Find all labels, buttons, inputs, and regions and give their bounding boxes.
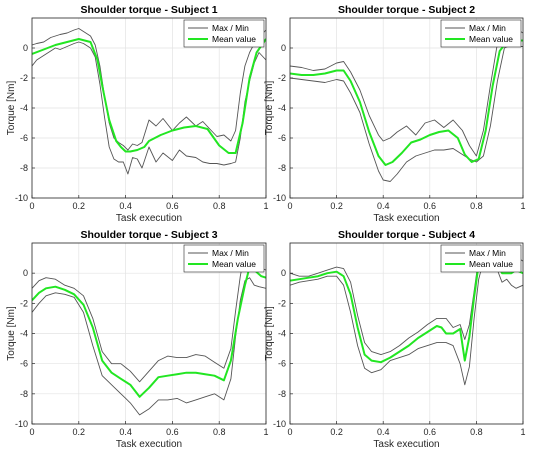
x-tick-label: 0.2 xyxy=(73,201,86,211)
x-tick-label: 0 xyxy=(287,201,292,211)
y-tick-label: -2 xyxy=(20,298,28,308)
mean-line xyxy=(32,38,266,154)
x-tick-label: 0.2 xyxy=(330,201,343,211)
legend-label: Max / Min xyxy=(469,248,506,258)
mean-line xyxy=(290,39,523,166)
x-tick-label: 0.4 xyxy=(377,427,390,437)
chart-title: Shoulder torque - Subject 1 xyxy=(80,4,217,16)
legend-label: Mean value xyxy=(469,259,513,269)
x-tick-label: 0.6 xyxy=(166,427,179,437)
x-axis-label: Task execution xyxy=(116,439,182,450)
x-tick-label: 1 xyxy=(263,427,268,437)
series-group xyxy=(32,28,266,175)
y-tick-label: -10 xyxy=(15,193,28,203)
chart-title: Shoulder torque - Subject 3 xyxy=(80,229,217,241)
y-tick-label: -10 xyxy=(273,193,286,203)
y-tick-label: -10 xyxy=(15,419,28,429)
y-tick-label: -4 xyxy=(278,103,286,113)
x-tick-label: 0.2 xyxy=(73,427,86,437)
x-axis-label: Task execution xyxy=(373,213,439,224)
x-tick-label: 0.4 xyxy=(377,201,390,211)
x-tick-label: 0.8 xyxy=(213,201,226,211)
x-axis-label: Task execution xyxy=(373,439,439,450)
y-tick-label: -8 xyxy=(20,389,28,399)
x-tick-label: 0 xyxy=(287,427,292,437)
min-line xyxy=(32,41,266,175)
y-tick-label: -6 xyxy=(20,133,28,143)
x-tick-label: 0.8 xyxy=(470,201,483,211)
y-tick-label: 0 xyxy=(23,268,28,278)
x-tick-label: 0.6 xyxy=(424,201,437,211)
series-group xyxy=(290,28,523,182)
x-tick-label: 0 xyxy=(29,427,34,437)
y-tick-label: -4 xyxy=(20,329,28,339)
x-tick-label: 1 xyxy=(520,201,525,211)
x-tick-label: 0.8 xyxy=(470,427,483,437)
x-tick-label: 1 xyxy=(263,201,268,211)
y-tick-label: -4 xyxy=(20,103,28,113)
subplot-subject-1: 0 0.2 0.4 0.6 0.8 1 -10 -8 -6 -4 -2 0 Shoulder torqu… xyxy=(6,4,269,224)
legend-box xyxy=(183,244,265,273)
y-tick-label: -6 xyxy=(278,133,286,143)
subplot-subject-2: 0 0.2 0.4 0.6 0.8 1 -10 -8 -6 -4 -2 0 Shoulder torqu… xyxy=(264,4,526,224)
x-tick-label: 0 xyxy=(29,201,34,211)
chart-title: Shoulder torque - Subject 4 xyxy=(338,229,475,241)
mean-line xyxy=(32,266,266,398)
legend-label: Max / Min xyxy=(469,23,506,33)
y-tick-label: 0 xyxy=(281,268,286,278)
y-tick-label: -2 xyxy=(278,73,286,83)
x-tick-label: 1 xyxy=(520,427,525,437)
max-line xyxy=(290,28,523,157)
x-tick-label: 0.4 xyxy=(119,201,132,211)
legend-label: Mean value xyxy=(469,34,513,44)
y-tick-label: -4 xyxy=(278,329,286,339)
x-tick-label: 0.6 xyxy=(424,427,437,437)
legend-box xyxy=(440,19,522,48)
y-tick-label: -8 xyxy=(278,389,286,399)
legend-label: Max / Min xyxy=(212,23,249,33)
max-line xyxy=(32,28,266,151)
x-axis-label: Task execution xyxy=(116,213,182,224)
subplot-subject-4: 0 0.2 0.4 0.6 0.8 1 -10 -8 -6 -4 -2 0 Shoulder torqu… xyxy=(264,229,526,450)
y-tick-label: -2 xyxy=(20,73,28,83)
y-axis-label: Torque [Nm] xyxy=(6,306,17,361)
y-tick-label: -2 xyxy=(278,298,286,308)
y-tick-label: -8 xyxy=(20,163,28,173)
legend-label: Max / Min xyxy=(212,248,249,258)
y-tick-label: 0 xyxy=(23,43,28,53)
x-tick-label: 0.8 xyxy=(213,427,226,437)
legend-label: Mean value xyxy=(212,259,256,269)
y-tick-label: -8 xyxy=(278,163,286,173)
min-line xyxy=(32,277,266,416)
legend-box xyxy=(183,19,265,48)
min-line xyxy=(290,44,523,182)
x-tick-label: 0.2 xyxy=(330,427,343,437)
y-axis-label: Torque [Nm] xyxy=(264,81,275,136)
y-axis-label: Torque [Nm] xyxy=(6,81,17,136)
y-tick-label: 0 xyxy=(281,43,286,53)
chart-title: Shoulder torque - Subject 2 xyxy=(338,4,475,16)
y-tick-label: -10 xyxy=(273,419,286,429)
y-tick-label: -6 xyxy=(20,359,28,369)
y-axis-label: Torque [Nm] xyxy=(264,306,275,361)
y-tick-label: -6 xyxy=(278,359,286,369)
subplot-subject-3: 0 0.2 0.4 0.6 0.8 1 -10 -8 -6 -4 -2 0 Shoulder torqu… xyxy=(6,229,269,450)
legend-box xyxy=(440,244,522,273)
legend-label: Mean value xyxy=(212,34,256,44)
x-tick-label: 0.4 xyxy=(119,427,132,437)
x-tick-label: 0.6 xyxy=(166,201,179,211)
